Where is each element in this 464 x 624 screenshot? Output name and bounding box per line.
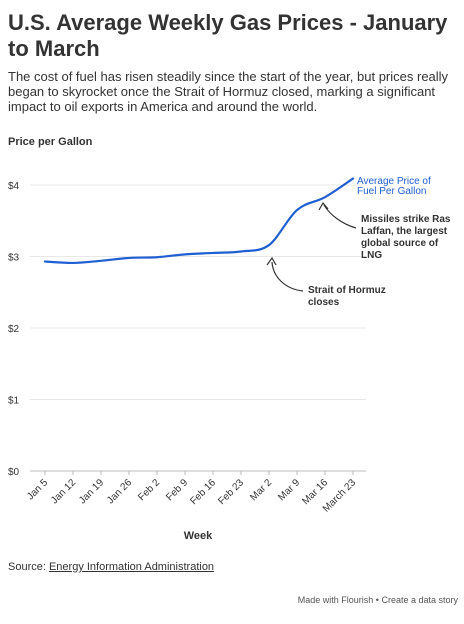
gridlines: [30, 184, 366, 472]
y-tick-label: $0: [8, 467, 20, 478]
flourish-footer[interactable]: Made with Flourish • Create a data story: [297, 595, 458, 605]
source-prefix: Source:: [8, 561, 49, 573]
source-line: Source: Energy Information Administratio…: [8, 561, 214, 573]
x-tick-label: Jan 12: [49, 477, 78, 506]
annotation-text: Strait of Hormuz closes: [308, 285, 386, 308]
y-tick-label: $4: [8, 181, 20, 192]
x-axis-title: Week: [184, 530, 213, 542]
chart-subtitle: The cost of fuel has risen steadily sinc…: [8, 69, 449, 114]
arrowhead-icon: [266, 256, 277, 266]
annotation-text: Missiles strike Ras Laffan, the largest gl…: [361, 214, 451, 261]
annotation-ras-laffan: Missiles strike Ras Laffan, the largest gl…: [318, 201, 451, 261]
x-tick-label: Feb 9: [164, 477, 190, 503]
x-tick-label: Feb 23: [216, 477, 246, 507]
x-tick-label: Mar 9: [276, 477, 302, 503]
x-tick-label: Jan 5: [25, 477, 50, 502]
y-tick-label: $3: [8, 253, 20, 264]
y-tick-label: $1: [8, 396, 20, 407]
source-link[interactable]: Energy Information Administration: [48, 561, 215, 573]
annotation-arrow: [323, 204, 357, 229]
annotation-arrow: [271, 261, 304, 292]
x-tick-label: Jan 26: [105, 477, 134, 506]
x-tick-label: Mar 2: [248, 477, 274, 503]
x-tick-label: Jan 19: [77, 477, 106, 506]
y-axis-ticks: $0 $1 $2 $3 $4: [8, 181, 20, 478]
y-axis-title: Price per Gallon: [8, 136, 93, 148]
series-label: Average Price of Fuel Per Gallon: [357, 176, 431, 197]
annotation-strait-of-hormuz: Strait of Hormuz closes: [266, 256, 386, 308]
chart-title: U.S. Average Weekly Gas Prices - January…: [8, 10, 448, 61]
x-tick-label: Feb 2: [136, 477, 162, 503]
series-line-average-price: [43, 177, 355, 265]
y-tick-label: $2: [8, 324, 20, 335]
x-tick-label: Feb 16: [188, 477, 218, 507]
arrowhead-icon: [318, 201, 329, 211]
